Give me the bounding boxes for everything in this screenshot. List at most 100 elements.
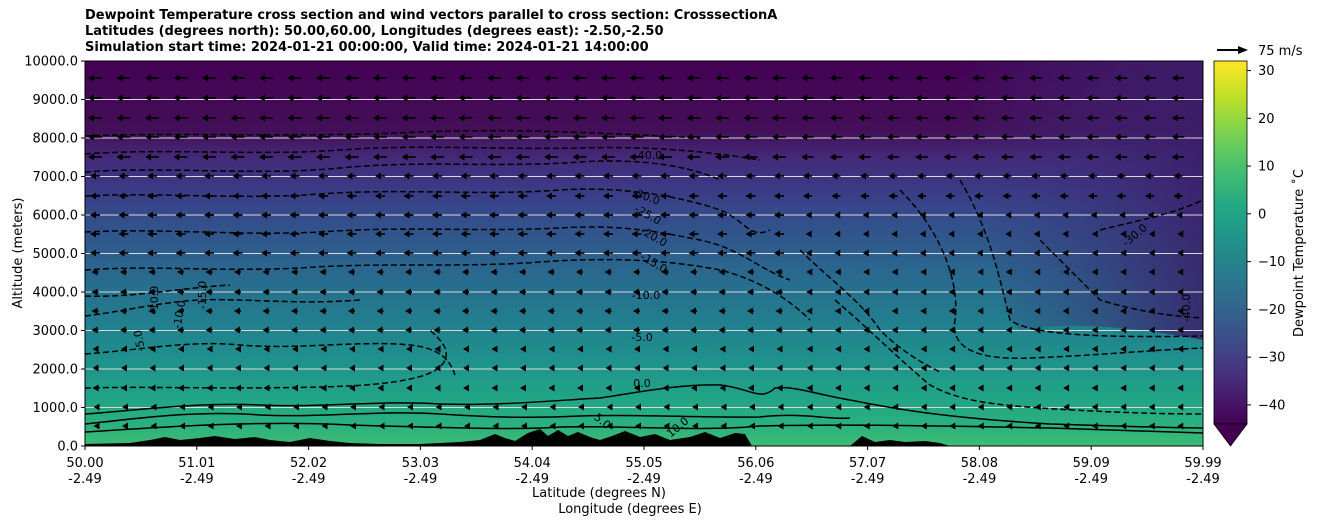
wind-vector (835, 403, 842, 411)
wind-vector (175, 230, 186, 238)
wind-vector (375, 230, 385, 238)
wind-vector (1091, 249, 1098, 257)
contour-line-negative (85, 226, 791, 281)
wind-vector (747, 288, 754, 296)
y-tick-label: 9000.0 (33, 93, 79, 108)
wind-vector (373, 94, 387, 102)
wind-vector (460, 192, 471, 200)
wind-vector (1031, 192, 1040, 200)
wind-vector (1114, 133, 1128, 141)
wind-vector (549, 403, 556, 411)
wind-vector (775, 326, 783, 334)
wind-vector (147, 192, 157, 200)
wind-vector (1120, 268, 1127, 276)
wind-vector (719, 384, 726, 392)
wind-vector (747, 326, 754, 334)
wind-vector (179, 403, 185, 411)
wind-vector (858, 74, 871, 82)
wind-vector (919, 249, 926, 257)
wind-vector (544, 74, 558, 82)
wind-vector (886, 114, 900, 122)
wind-vector (320, 384, 327, 392)
wind-vector (745, 172, 756, 180)
wind-vector (572, 94, 587, 102)
wind-vector (291, 268, 298, 276)
wind-vector (604, 326, 612, 334)
wind-vector (829, 74, 843, 82)
wind-vector (1177, 307, 1184, 315)
x-tick-label-lat: 52.02 (290, 456, 327, 471)
wind-vector (658, 74, 672, 82)
wind-vector (603, 249, 613, 257)
wind-vector (1120, 249, 1127, 257)
wind-vector (1148, 422, 1155, 430)
wind-vector (1034, 326, 1041, 334)
x-tick-label-lon: -2.49 (180, 472, 214, 487)
wind-vector (262, 307, 270, 315)
wind-vector (1000, 133, 1014, 141)
wind-vector (1033, 211, 1040, 219)
wind-vector (977, 288, 984, 296)
wind-vector (631, 211, 642, 219)
wind-vector (719, 364, 726, 372)
wind-vector (118, 172, 129, 180)
wind-vector (801, 153, 814, 161)
wind-vector (835, 422, 842, 430)
wind-vector (835, 364, 842, 372)
colorbar-extend-triangle (1213, 423, 1248, 447)
wind-vector (719, 345, 726, 353)
wind-vector (803, 192, 812, 200)
title-line-2: Latitudes (degrees north): 50.00,60.00, … (85, 24, 664, 39)
wind-vector (261, 211, 271, 219)
wind-vector (202, 133, 216, 141)
wind-vector (949, 384, 956, 392)
wind-vector (236, 422, 242, 430)
wind-vector (634, 364, 640, 372)
wind-vector (1148, 307, 1155, 315)
wind-vector (662, 364, 669, 372)
wind-vector (1148, 384, 1155, 392)
wind-vector (1000, 114, 1014, 122)
wind-vector (574, 230, 585, 238)
wind-vector (147, 249, 157, 257)
wind-vector (405, 326, 412, 334)
wind-vector (1005, 211, 1012, 219)
wind-vector (1057, 94, 1071, 102)
wind-vector (489, 211, 499, 219)
wind-vector (319, 288, 327, 296)
wind-vector (776, 364, 783, 372)
wind-vector (261, 172, 271, 180)
wind-vector (122, 422, 128, 430)
wind-vector (487, 133, 501, 141)
wind-vector (1034, 403, 1041, 411)
wind-vector (688, 230, 699, 238)
wind-vector (691, 384, 697, 392)
wind-vector (1062, 249, 1069, 257)
wind-vector (863, 422, 870, 430)
wind-vector (606, 422, 613, 430)
wind-vector (145, 114, 159, 122)
wind-vector (90, 192, 100, 200)
wind-vector (289, 172, 300, 180)
wind-vector (578, 422, 584, 430)
wind-vector (1177, 326, 1184, 334)
wind-vector (1086, 114, 1099, 122)
wind-vector (858, 94, 871, 102)
y-axis: 0.0 1000.0 2000.0 3000.0 4000.0 5000.0 6000.0 7… (24, 55, 85, 455)
wind-vector (373, 133, 387, 141)
wind-vector (572, 153, 587, 161)
dry-region-right (956, 61, 1203, 340)
wind-vector (686, 94, 701, 102)
wind-vector (915, 114, 928, 122)
wind-vector (261, 249, 271, 257)
wind-vector (173, 114, 188, 122)
wind-vector (574, 211, 585, 219)
wind-vector (1148, 230, 1155, 238)
wind-vector (772, 133, 786, 141)
wind-vector (576, 326, 583, 334)
wind-vector (829, 153, 843, 161)
wind-vector (346, 230, 357, 238)
wind-vector (715, 74, 729, 82)
wind-vector (603, 172, 613, 180)
x-tick-label-lon: -2.49 (739, 472, 773, 487)
